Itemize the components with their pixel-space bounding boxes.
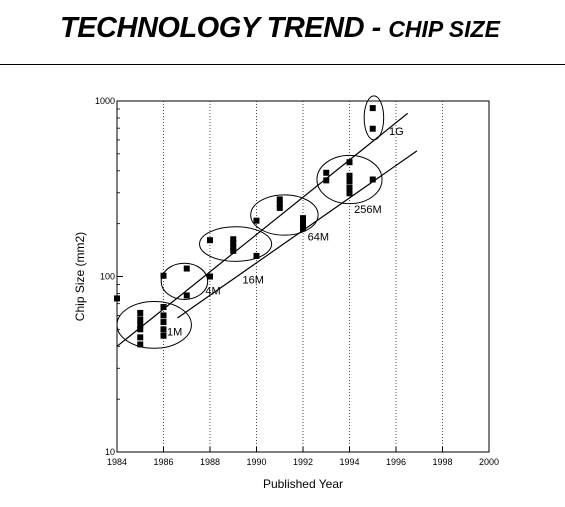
group-ellipse-1g	[363, 95, 385, 141]
x-tick-label-1996: 1996	[386, 457, 406, 467]
group-label-4m: 4M	[205, 285, 220, 297]
x-tick-label-1984: 1984	[107, 457, 127, 467]
data-point-16	[207, 237, 213, 244]
x-tick-label-1998: 1998	[432, 457, 452, 467]
group-label-1m: 1M	[167, 327, 182, 339]
data-point-10	[160, 319, 167, 326]
data-point-26	[276, 204, 283, 211]
x-axis-title: Published Year	[263, 477, 343, 491]
data-point-18	[230, 236, 237, 243]
data-point-29	[300, 225, 306, 232]
data-point-11	[160, 326, 167, 333]
data-point-31	[323, 177, 330, 184]
group-label-1g: 1G	[389, 126, 404, 138]
data-point-22	[253, 252, 260, 259]
y-tick-label-100: 100	[100, 272, 115, 282]
data-point-9	[160, 312, 167, 319]
data-point-1	[114, 295, 120, 302]
data-point-13	[160, 272, 167, 279]
y-axis-title: Chip Size (mm2)	[73, 232, 87, 321]
data-point-25	[276, 200, 283, 207]
data-point-17	[207, 273, 213, 280]
page-title: TECHNOLOGY TREND - CHIP SIZE	[60, 12, 500, 45]
group-label-16m: 16M	[243, 275, 264, 287]
data-point-14	[183, 265, 190, 272]
data-point-8	[160, 304, 167, 311]
x-tick-label-1986: 1986	[153, 457, 173, 467]
x-tick-label-1992: 1992	[293, 457, 313, 467]
data-point-37	[369, 176, 376, 183]
x-tick-label-1990: 1990	[246, 457, 266, 467]
data-point-27	[300, 215, 306, 222]
data-point-4	[137, 321, 144, 328]
group-ellipse-4m	[160, 262, 209, 300]
title-divider	[0, 64, 565, 65]
group-ellipse-256m	[316, 154, 383, 205]
data-point-7	[137, 341, 144, 348]
data-point-23	[253, 217, 260, 224]
group-ellipse-16m	[199, 226, 273, 262]
data-point-36	[346, 190, 353, 197]
data-point-38	[369, 105, 376, 112]
group-ellipse-64m	[250, 194, 319, 236]
trend-line-2	[177, 150, 418, 319]
data-point-20	[230, 244, 237, 251]
data-point-32	[346, 159, 353, 166]
data-point-30	[323, 169, 330, 176]
x-tick-label-1988: 1988	[200, 457, 220, 467]
data-point-2	[137, 309, 144, 316]
data-point-6	[137, 334, 144, 341]
group-label-256m: 256M	[354, 204, 382, 216]
plot-frame	[116, 100, 490, 453]
data-point-3	[137, 316, 144, 323]
y-tick-label-10: 10	[105, 447, 115, 457]
data-point-28	[300, 220, 306, 227]
data-point-5	[137, 326, 144, 333]
x-tick-label-2000: 2000	[479, 457, 499, 467]
data-point-35	[346, 184, 353, 191]
data-point-21	[230, 247, 237, 254]
x-tick-label-1994: 1994	[339, 457, 359, 467]
group-ellipse-1m	[116, 301, 192, 349]
group-label-64m: 64M	[308, 232, 329, 244]
data-point-24	[276, 196, 283, 203]
data-point-34	[346, 178, 353, 185]
data-point-12	[160, 332, 167, 339]
y-tick-label-1000: 1000	[95, 96, 115, 106]
page-title-sub: CHIP SIZE	[388, 16, 500, 42]
page-title-main: TECHNOLOGY TREND -	[60, 12, 389, 44]
data-point-15	[183, 292, 190, 299]
data-point-33	[346, 172, 353, 179]
data-point-19	[230, 240, 237, 247]
data-point-39	[369, 125, 376, 132]
